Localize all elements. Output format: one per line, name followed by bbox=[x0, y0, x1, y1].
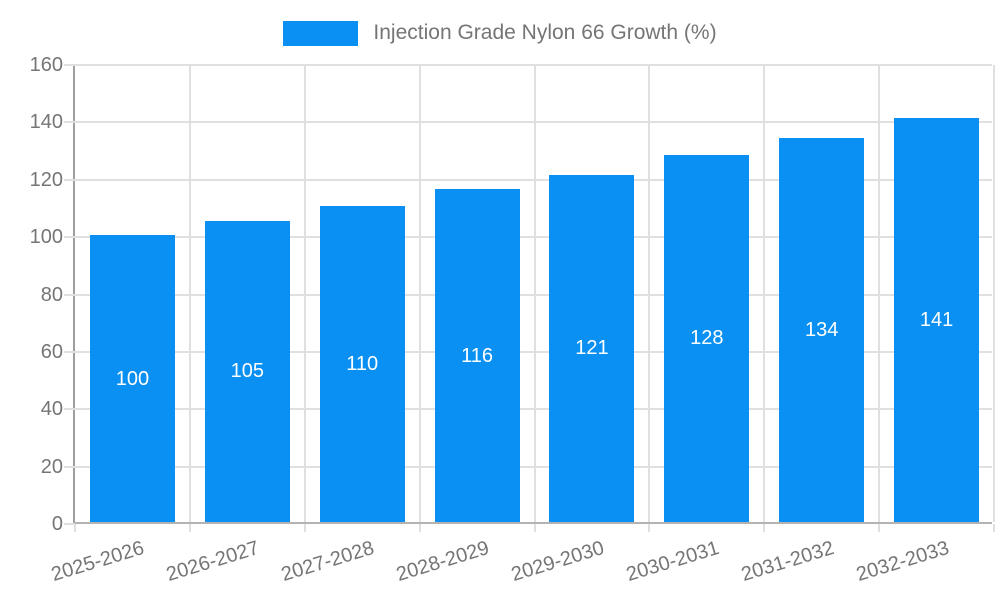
bar-2026-2027[interactable]: 105 bbox=[204, 220, 290, 522]
y-tick-mark bbox=[64, 64, 75, 66]
x-tick-mark bbox=[303, 524, 306, 532]
y-tick-mark bbox=[64, 178, 75, 181]
bar-value-label: 100 bbox=[115, 367, 150, 390]
x-tick-mark bbox=[74, 524, 76, 532]
chart-legend: Injection Grade Nylon 66 Growth (%) bbox=[0, 18, 1000, 48]
x-gridline bbox=[648, 65, 651, 522]
x-tick-mark bbox=[878, 524, 881, 532]
y-tick-mark bbox=[64, 408, 75, 411]
y-axis-tick-label: 80 bbox=[40, 283, 63, 306]
bar-2030-2031[interactable]: 128 bbox=[664, 154, 750, 522]
bar-value-label: 141 bbox=[919, 308, 954, 331]
bar-2032-2033[interactable]: 141 bbox=[894, 117, 980, 522]
bar-value-label: 121 bbox=[575, 337, 609, 360]
y-axis-tick-label: 160 bbox=[29, 54, 63, 76]
plot-area: 0 20 40 60 80 100 120 140 160 100 2025-2026 105 2026… bbox=[30, 54, 995, 586]
x-gridline bbox=[418, 65, 421, 522]
bar-2028-2029[interactable]: 116 bbox=[434, 189, 520, 522]
y-axis-tick-label: 100 bbox=[29, 226, 63, 249]
bar-value-label: 110 bbox=[346, 353, 379, 376]
x-tick-mark bbox=[533, 524, 536, 532]
bar-value-label: 128 bbox=[690, 327, 724, 350]
bar-2027-2028[interactable]: 110 bbox=[319, 206, 405, 522]
y-axis-tick-label: 120 bbox=[29, 168, 63, 191]
x-gridline bbox=[763, 65, 766, 522]
bar-value-label: 116 bbox=[461, 344, 493, 367]
x-tick-mark bbox=[648, 524, 651, 532]
x-gridline bbox=[878, 65, 881, 522]
bar-2025-2026[interactable]: 100 bbox=[89, 235, 175, 522]
y-tick-mark bbox=[64, 293, 75, 296]
y-tick-mark bbox=[64, 236, 75, 239]
x-tick-mark bbox=[993, 524, 995, 532]
y-axis-tick-label: 40 bbox=[40, 398, 63, 421]
y-tick-mark bbox=[64, 523, 75, 525]
bar-2029-2030[interactable]: 121 bbox=[549, 174, 635, 522]
y-axis-tick-label: 20 bbox=[40, 455, 63, 478]
legend-item[interactable]: Injection Grade Nylon 66 Growth (%) bbox=[283, 20, 717, 46]
legend-series-label: Injection Grade Nylon 66 Growth (%) bbox=[373, 21, 717, 44]
legend-color-swatch bbox=[283, 20, 359, 46]
x-gridline bbox=[533, 65, 536, 522]
y-tick-mark bbox=[64, 465, 75, 468]
x-gridline bbox=[188, 65, 191, 522]
x-tick-mark bbox=[188, 524, 191, 532]
bar-value-label: 134 bbox=[804, 318, 839, 341]
bar-2031-2032[interactable]: 134 bbox=[779, 137, 865, 522]
x-tick-mark bbox=[763, 524, 766, 532]
x-tick-mark bbox=[418, 524, 421, 532]
x-gridline bbox=[303, 65, 306, 522]
y-axis-tick-label: 140 bbox=[29, 111, 63, 134]
y-tick-mark bbox=[64, 350, 75, 353]
x-gridline bbox=[993, 65, 995, 522]
y-axis-tick-label: 60 bbox=[40, 340, 63, 363]
y-tick-mark bbox=[64, 121, 75, 124]
bar-value-label: 105 bbox=[230, 360, 264, 383]
y-axis-tick-label: 0 bbox=[51, 513, 63, 535]
